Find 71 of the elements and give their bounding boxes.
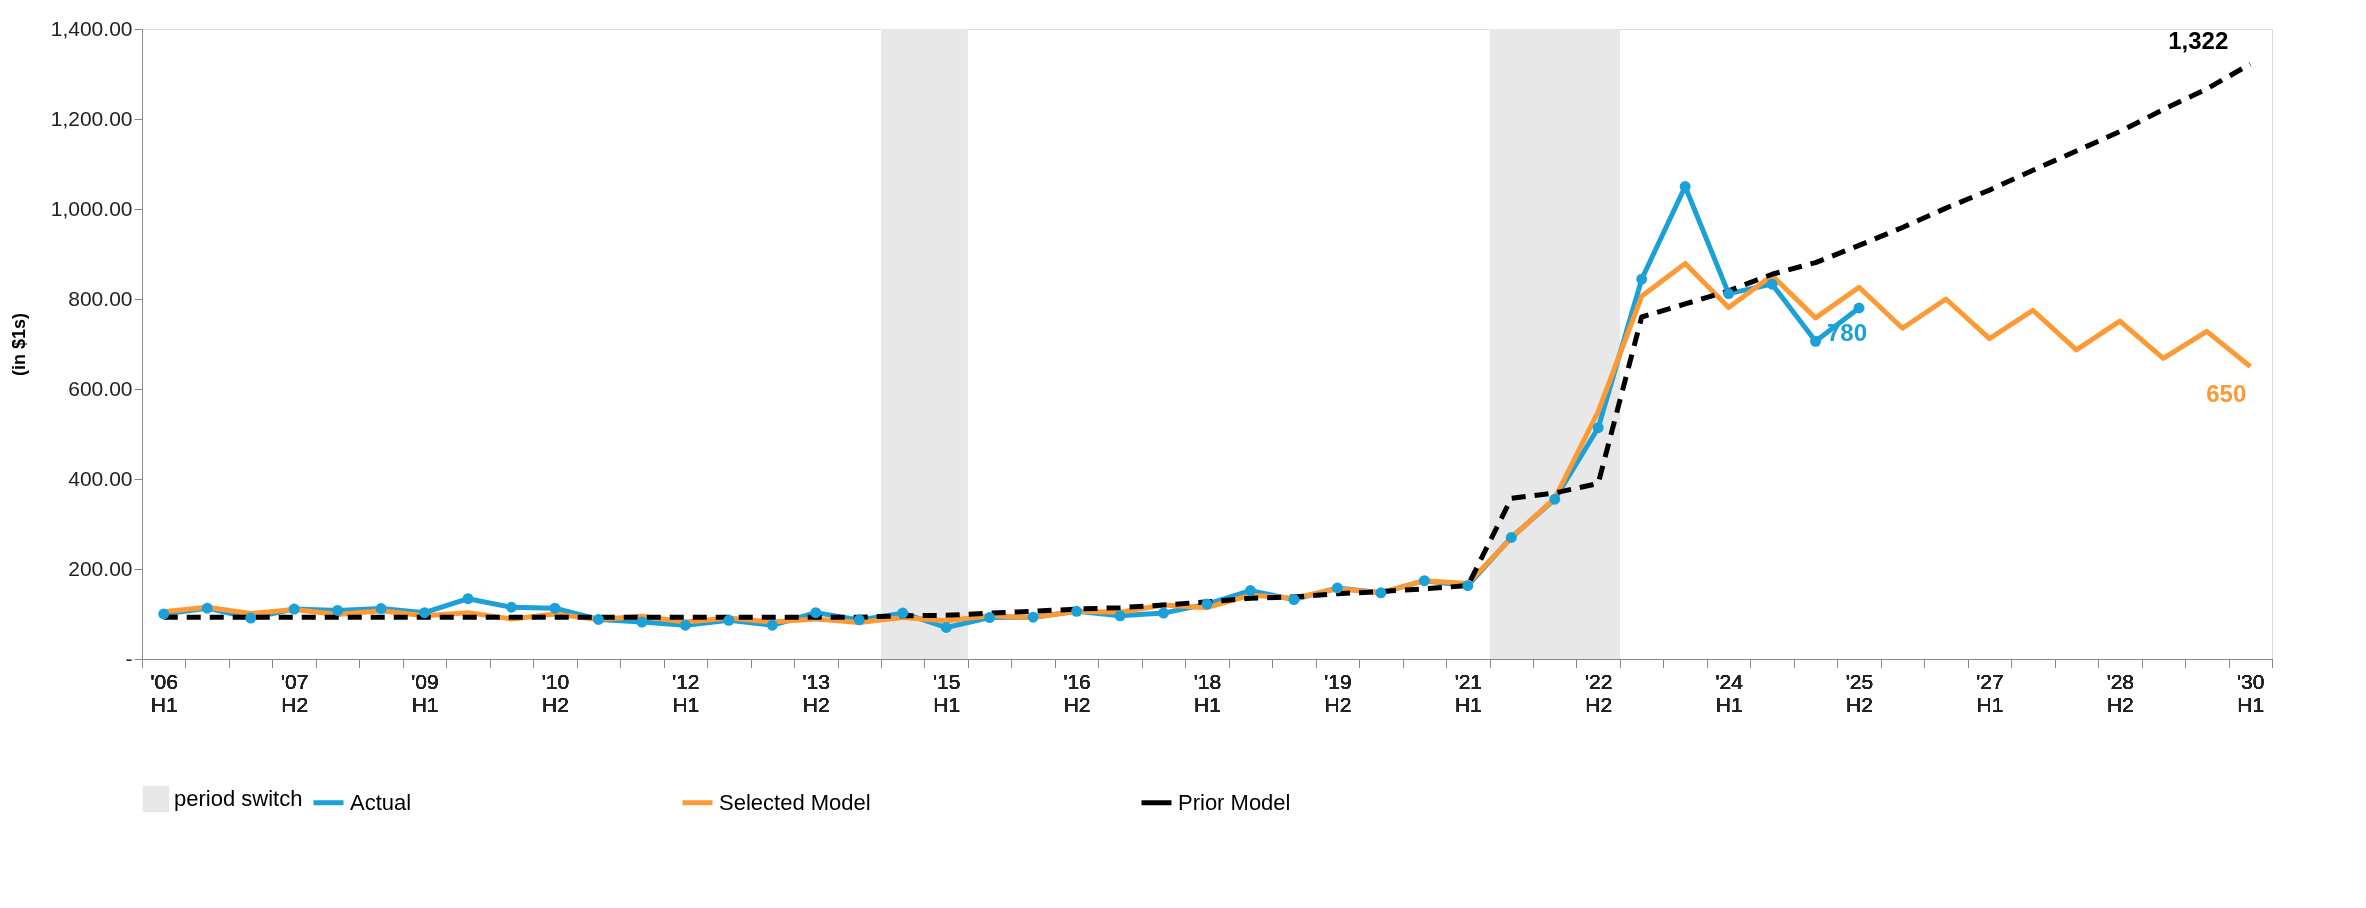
point <box>940 622 952 633</box>
point <box>1331 582 1343 594</box>
data-label: 1,322 <box>2168 27 2229 55</box>
point <box>1549 493 1561 505</box>
x-tick-label: '19 H2 <box>1324 669 1352 716</box>
x-tick-label: '15 H1 <box>933 669 961 716</box>
legend-label: Actual <box>350 789 412 815</box>
y-tick-label: 800.00 <box>68 286 133 310</box>
x-tick-label: '07 H2 <box>280 669 309 716</box>
point <box>288 603 300 615</box>
y-tick-label: 200.00 <box>68 556 133 580</box>
y-tick-label: 400.00 <box>68 466 133 490</box>
point <box>1288 594 1300 606</box>
point <box>1071 605 1083 617</box>
point <box>1766 278 1778 290</box>
x-tick-label: '12 H1 <box>672 669 700 716</box>
point <box>1810 335 1822 347</box>
point <box>158 608 170 620</box>
point <box>897 607 909 619</box>
x-tick-label: '13 H2 <box>802 669 830 716</box>
x-tick-label: '09 H1 <box>411 669 439 716</box>
point <box>1201 598 1213 610</box>
y-tick-label: 1,000.00 <box>50 196 133 220</box>
x-tick-label: '30 H1 <box>2237 669 2265 716</box>
y-tick-label: 1,400.00 <box>50 16 133 40</box>
point <box>1723 288 1735 300</box>
y-axis-title: (in $1s) <box>8 312 29 377</box>
point <box>1505 532 1517 543</box>
point <box>1636 273 1648 285</box>
point <box>1158 607 1170 619</box>
point <box>1114 610 1126 622</box>
point <box>766 619 778 631</box>
point <box>1375 587 1387 599</box>
point <box>419 607 431 619</box>
point <box>245 612 257 624</box>
x-tick-label: '18 H1 <box>1193 669 1222 716</box>
point <box>201 602 213 614</box>
point <box>853 614 865 626</box>
x-tick-label: '10 H2 <box>541 669 570 716</box>
x-tick-label: '24 H1 <box>1715 669 1744 716</box>
x-tick-label: '16 H2 <box>1063 669 1091 716</box>
legend-label: Selected Model <box>719 789 871 815</box>
point <box>679 619 691 631</box>
x-tick-label: '21 H1 <box>1454 669 1482 716</box>
x-tick-label: '06 H1 <box>150 669 178 716</box>
text: period switch <box>174 786 303 811</box>
legend-label: Prior Model <box>1178 789 1291 815</box>
x-tick-label: '22 H2 <box>1585 669 1613 716</box>
y-tick-label: 1,200.00 <box>50 106 133 130</box>
point <box>1244 585 1256 597</box>
x-tick-label: '28 H2 <box>2106 669 2135 716</box>
point <box>592 613 604 625</box>
point <box>332 604 344 616</box>
point <box>984 612 996 624</box>
point <box>1853 302 1865 314</box>
point <box>1418 575 1430 587</box>
point <box>549 602 561 614</box>
point <box>636 616 648 628</box>
point <box>462 593 474 605</box>
point <box>1027 611 1039 623</box>
point <box>1592 422 1604 434</box>
x-tick-label: '25 H2 <box>1845 669 1874 716</box>
point <box>1462 580 1474 592</box>
point <box>375 603 387 615</box>
y-tick-label: 600.00 <box>68 376 133 400</box>
x-tick-label: '27 H1 <box>1976 669 2004 716</box>
point <box>506 601 517 613</box>
y-tick-label: - <box>125 646 133 670</box>
data-label: 650 <box>2206 379 2247 407</box>
point <box>723 614 735 626</box>
point <box>810 607 822 619</box>
